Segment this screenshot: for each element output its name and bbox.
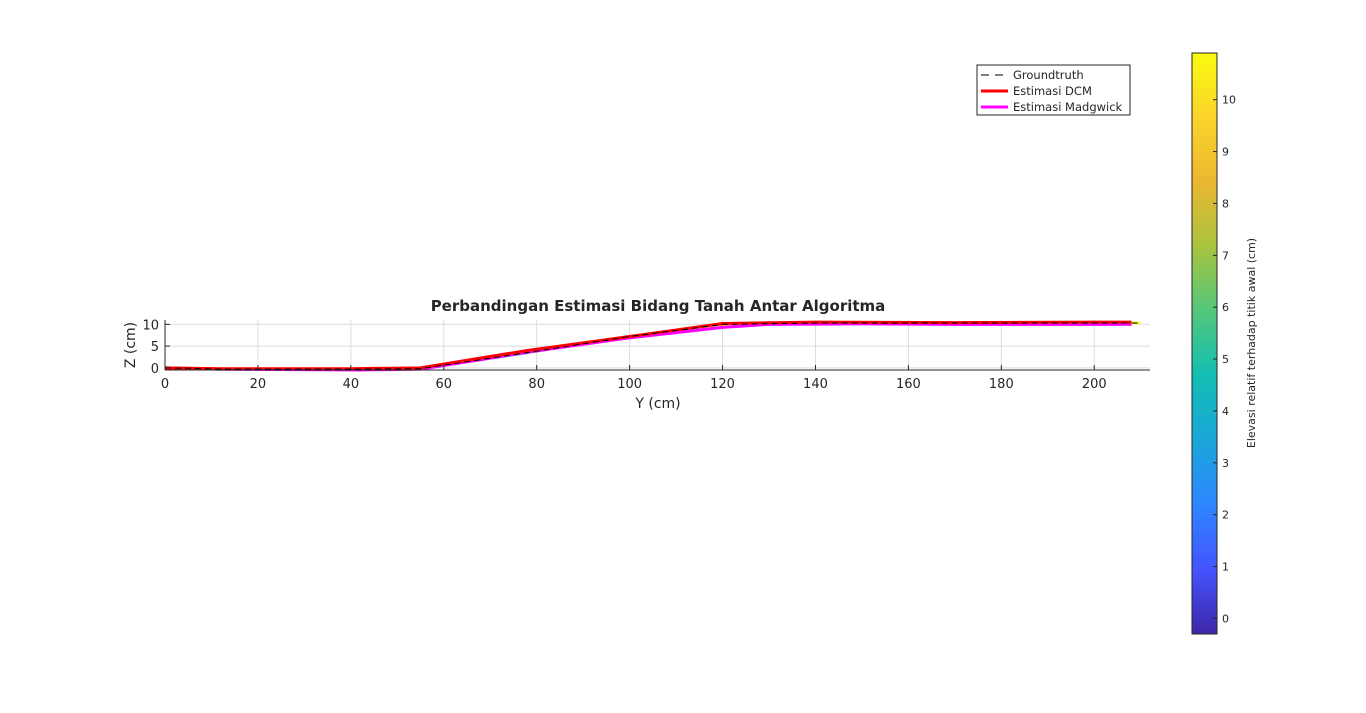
y-axis-label: Z (cm) <box>123 322 139 368</box>
plot-axes: 0 20 40 60 80 100 120 140 160 180 200 0 5 10 <box>142 318 1150 392</box>
colorbar-tick-label: 10 <box>1222 94 1236 107</box>
colorbar-tick-label: 2 <box>1222 509 1229 522</box>
chart-title: Perbandingan Estimasi Bidang Tanah Antar… <box>431 297 886 315</box>
legend-label-1: Estimasi DCM <box>1013 84 1092 98</box>
colorbar-tick-label: 7 <box>1222 249 1229 262</box>
colorbar-tick-label: 8 <box>1222 197 1229 210</box>
y-tick-label: 0 <box>151 362 159 377</box>
legend-label-0: Groundtruth <box>1013 68 1084 82</box>
x-axis-label: Y (cm) <box>634 396 680 412</box>
x-tick-label: 20 <box>250 377 267 392</box>
x-tick-label: 0 <box>161 377 169 392</box>
x-tick-label: 180 <box>989 377 1014 392</box>
series-line-2 <box>164 322 1132 372</box>
legend: Groundtruth Estimasi DCM Estimasi Madgwick <box>976 64 1131 116</box>
colorbar-gradient <box>1191 52 1218 635</box>
colorbar-tick-label: 0 <box>1222 612 1229 625</box>
colorbar-ticks: 0 1 2 3 4 5 6 7 8 9 10 <box>1213 94 1236 625</box>
y-ticks: 0 5 10 <box>142 318 170 377</box>
colorbar-tick-label: 1 <box>1222 561 1229 574</box>
x-tick-label: 160 <box>896 377 921 392</box>
x-tick-label: 140 <box>803 377 828 392</box>
colorbar-tick-label: 9 <box>1222 146 1229 159</box>
colorbar-tick-label: 6 <box>1222 301 1229 314</box>
colorbar: 0 1 2 3 4 5 6 7 8 9 10 Elevasi relatif terhadap ti… <box>1191 52 1258 635</box>
axis-lines <box>164 320 1150 371</box>
x-tick-label: 200 <box>1082 377 1107 392</box>
colorbar-tick-label: 5 <box>1222 353 1229 366</box>
series-line-0 <box>164 322 1141 370</box>
grid <box>164 320 1150 370</box>
colorbar-tick-label: 3 <box>1222 457 1229 470</box>
x-ticks: 0 20 40 60 80 100 120 140 160 180 200 <box>161 365 1107 392</box>
x-tick-label: 80 <box>528 377 545 392</box>
x-tick-label: 120 <box>710 377 735 392</box>
series-line-1 <box>164 320 1132 371</box>
colorbar-label: Elevasi relatif terhadap titik awal (cm) <box>1245 238 1258 448</box>
x-tick-label: 100 <box>617 377 642 392</box>
x-tick-label: 40 <box>343 377 360 392</box>
y-tick-label: 5 <box>151 340 159 355</box>
legend-items: Groundtruth Estimasi DCM Estimasi Madgwick <box>981 68 1123 114</box>
legend-label-2: Estimasi Madgwick <box>1013 100 1123 114</box>
colorbar-tick-label: 4 <box>1222 405 1229 418</box>
y-tick-label: 10 <box>142 318 159 333</box>
x-tick-label: 60 <box>436 377 453 392</box>
